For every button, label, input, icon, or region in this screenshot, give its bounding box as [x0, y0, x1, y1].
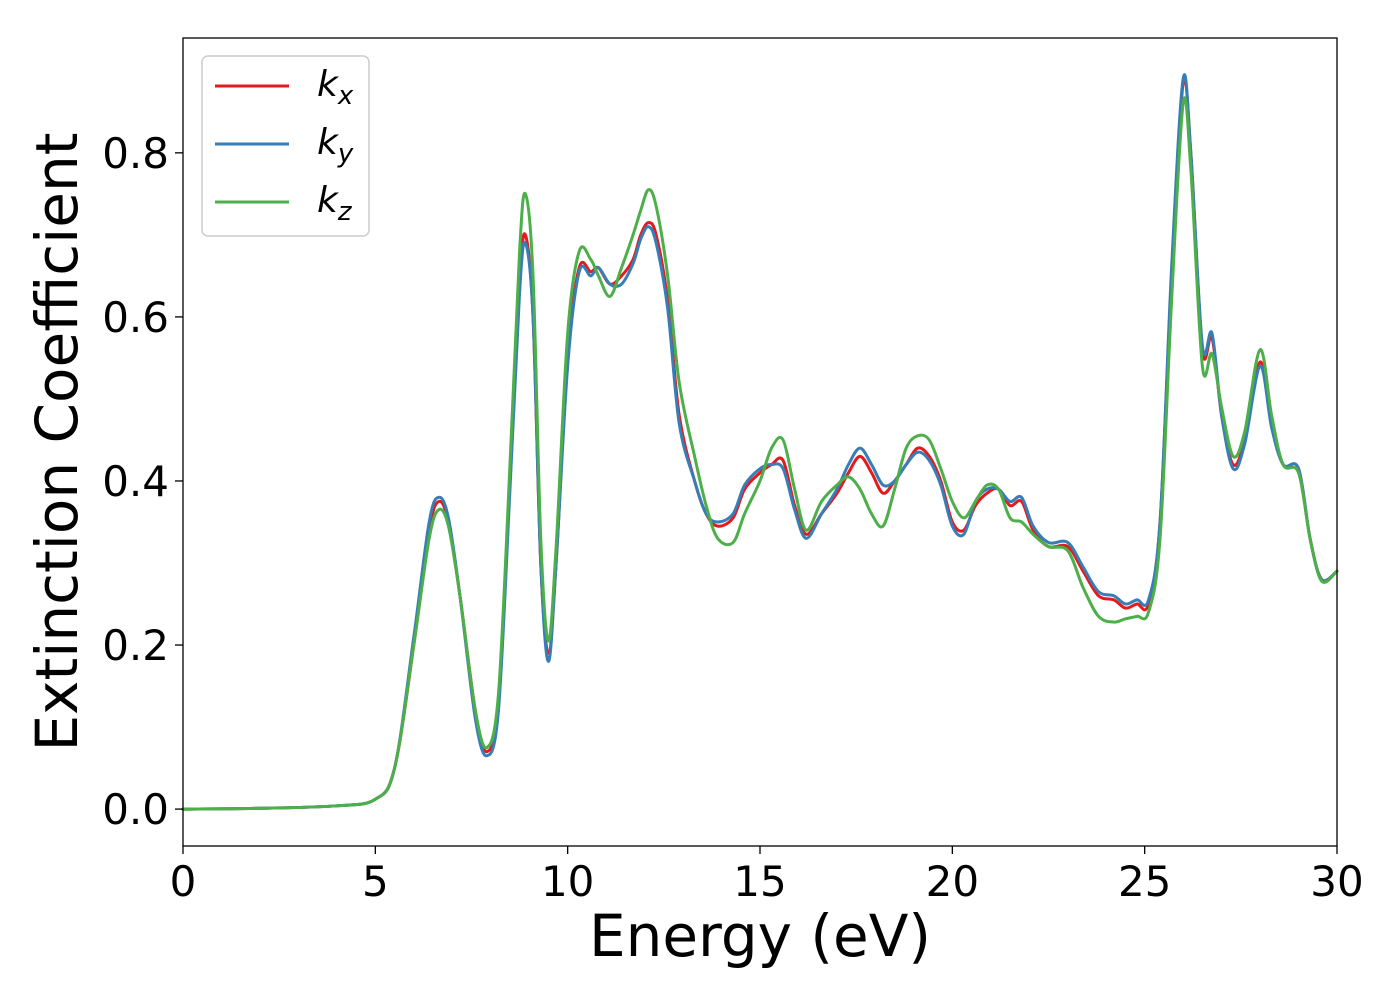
x-tick-label: 15: [733, 857, 786, 906]
legend: kx ky kz: [201, 55, 370, 237]
series-lines: [181, 73, 1339, 811]
y-tick-label: 0.2: [102, 621, 169, 670]
legend-label-ky: ky: [317, 122, 354, 169]
y-tick-label: 0.0: [102, 785, 169, 834]
x-axis-title: Energy (eV): [589, 902, 931, 970]
x-tick-label: 20: [926, 857, 979, 906]
y-tick-label: 0.6: [102, 293, 169, 342]
series-line-kz: [181, 96, 1339, 811]
legend-label-kx: kx: [317, 64, 354, 111]
y-axis-title: Extinction Coefficient: [23, 133, 91, 752]
x-tick-label: 0: [170, 857, 197, 906]
y-tick-label: 0.4: [102, 457, 169, 506]
legend-entries: kx ky kz: [215, 64, 354, 227]
x-tick-label: 10: [541, 857, 594, 906]
legend-label-kz: kz: [317, 180, 353, 227]
y-tick-label: 0.8: [102, 129, 169, 178]
x-axis-ticks: 0 5 10 15 20 25 30: [170, 846, 1364, 906]
x-tick-label: 30: [1310, 857, 1363, 906]
x-tick-label: 25: [1118, 857, 1171, 906]
legend-box: [201, 55, 370, 237]
y-axis-ticks: 0.0 0.2 0.4 0.6 0.8: [102, 129, 183, 834]
x-tick-label: 5: [362, 857, 389, 906]
